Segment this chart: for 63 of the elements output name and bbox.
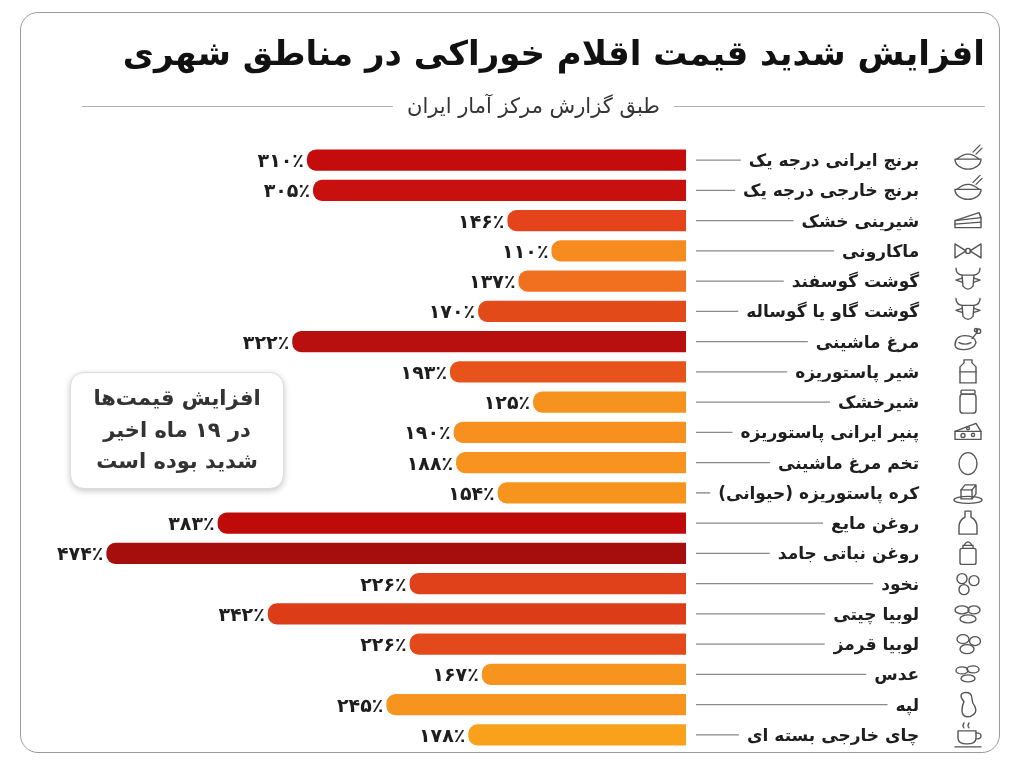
data-label: ۱۱۰٪	[502, 239, 549, 262]
data-label: ۱۲۵٪	[483, 391, 531, 414]
data-label: ۱۹۳٪	[400, 360, 447, 383]
bar	[518, 270, 686, 292]
data-label: ۲۲۶٪	[360, 572, 407, 595]
y-tick-label: شیرینی خشک	[801, 210, 920, 232]
data-label: ۱۷۰٪	[428, 300, 476, 323]
data-label: ۱۳۷٪	[469, 270, 516, 293]
bar	[386, 694, 686, 716]
bar	[267, 603, 686, 625]
bar	[313, 179, 686, 201]
bar	[481, 663, 686, 685]
data-label: ۱۷۸٪	[418, 723, 466, 746]
bar	[453, 421, 686, 443]
chart-subtitle: طبق گزارش مرکز آمار ایران	[406, 94, 661, 118]
data-label: ۳۰۵٪	[263, 179, 311, 202]
y-tick-label: برنج ایرانی درجه یک	[748, 150, 920, 172]
data-label: ۱۹۰٪	[404, 421, 451, 444]
data-label: ۳۴۲٪	[218, 602, 265, 625]
bar	[533, 391, 686, 413]
data-label: ۲۲۶٪	[360, 633, 407, 656]
y-tick-label: لپه	[895, 694, 920, 716]
y-tick-label: شیر پاستوریزه	[795, 361, 920, 383]
y-tick-label: ماکارونی	[842, 240, 920, 262]
data-label: ۱۴۶٪	[458, 209, 505, 232]
data-label: ۱۵۴٪	[448, 481, 495, 504]
chart-title: افزایش شدید قیمت اقلام خوراکی در مناطق شهری	[121, 33, 985, 73]
data-label: ۳۸۳٪	[168, 512, 215, 535]
data-label: ۱۶۷٪	[432, 663, 479, 686]
bar	[409, 633, 686, 655]
bar	[292, 331, 686, 353]
bar	[217, 512, 686, 534]
y-tick-label: کره پاستوریزه (حیوانی)	[718, 482, 920, 504]
data-label: ۳۱۰٪	[257, 149, 304, 172]
y-tick-label: گوشت گاو یا گوساله	[746, 301, 920, 323]
y-tick-label: گوشت گوسفند	[791, 271, 920, 293]
y-tick-label: نخود	[881, 573, 920, 595]
y-tick-label: مرغ ماشینی	[815, 331, 920, 353]
bar	[478, 300, 686, 322]
y-tick-label: پنیر ایرانی پاستوریزه	[740, 422, 920, 444]
y-tick-label: تخم مرغ ماشینی	[777, 452, 920, 474]
bar	[507, 210, 686, 232]
y-tick-label: شیرخشک	[838, 392, 920, 414]
bar	[449, 361, 686, 383]
bar	[409, 573, 686, 595]
y-tick-label: عدس	[874, 664, 920, 685]
y-tick-label: لوبیا چیتی	[833, 603, 920, 625]
bar	[456, 452, 686, 474]
bar	[551, 240, 686, 262]
data-label: ۱۸۸٪	[406, 451, 454, 474]
y-tick-label: روغن مایع	[831, 513, 920, 535]
data-label: ۲۴۵٪	[337, 693, 384, 716]
annotation: افزایش قیمت‌ها در ۱۹ ماه اخیر شدید بوده است	[70, 372, 284, 489]
bar	[497, 482, 686, 504]
bar	[468, 724, 686, 746]
bar	[106, 542, 686, 564]
y-tick-label: روغن نباتی جامد	[777, 543, 920, 565]
data-label: ۴۷۴٪	[56, 542, 104, 565]
y-tick-label: چای خارجی بسته ای	[747, 724, 920, 746]
y-tick-label: برنج خارجی درجه یک	[743, 180, 920, 202]
bar	[306, 149, 686, 171]
data-label: ۳۲۲٪	[242, 330, 290, 353]
y-tick-label: لوبیا قرمز	[832, 634, 920, 656]
